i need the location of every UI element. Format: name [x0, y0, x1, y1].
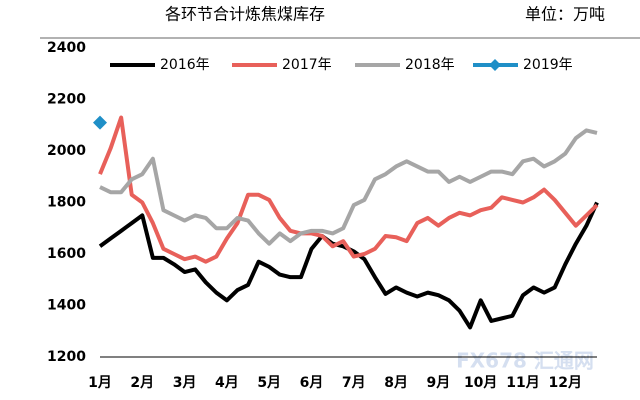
y-tick-label: 1800	[47, 195, 86, 211]
x-tick-label: 5月	[257, 375, 281, 391]
legend-label: 2017年	[282, 57, 332, 73]
legend-label: 2019年	[523, 57, 573, 73]
legend-label: 2018年	[405, 57, 455, 73]
x-tick-label: 4月	[215, 375, 239, 391]
x-tick-label: 7月	[342, 375, 366, 391]
series-line	[98, 115, 599, 264]
watermark: FX678 汇通网	[456, 349, 594, 373]
x-tick-label: 11月	[506, 375, 539, 391]
x-tick-label: 1月	[88, 375, 112, 391]
series-line	[99, 128, 598, 246]
x-tick-label: 2月	[130, 375, 154, 391]
chart-title: 各环节合计炼焦煤库存	[165, 5, 325, 24]
x-tick-label: 6月	[300, 375, 324, 391]
y-tick-label: 1400	[47, 298, 86, 314]
legend-label: 2016年	[160, 57, 210, 73]
x-tick-label: 3月	[173, 375, 197, 391]
y-tick-label: 2000	[47, 143, 86, 159]
x-tick-label: 8月	[384, 375, 408, 391]
x-tick-label: 12月	[549, 375, 582, 391]
y-tick-label: 1600	[47, 246, 86, 262]
point	[93, 115, 107, 130]
legend-marker	[489, 59, 501, 71]
unit-label: 单位：万吨	[525, 5, 605, 24]
x-tick-label: 9月	[427, 375, 451, 391]
y-tick-label: 2200	[47, 92, 86, 108]
y-tick-label: 2400	[47, 40, 86, 56]
y-tick-label: 1200	[47, 349, 86, 365]
x-tick-label: 10月	[464, 375, 497, 391]
